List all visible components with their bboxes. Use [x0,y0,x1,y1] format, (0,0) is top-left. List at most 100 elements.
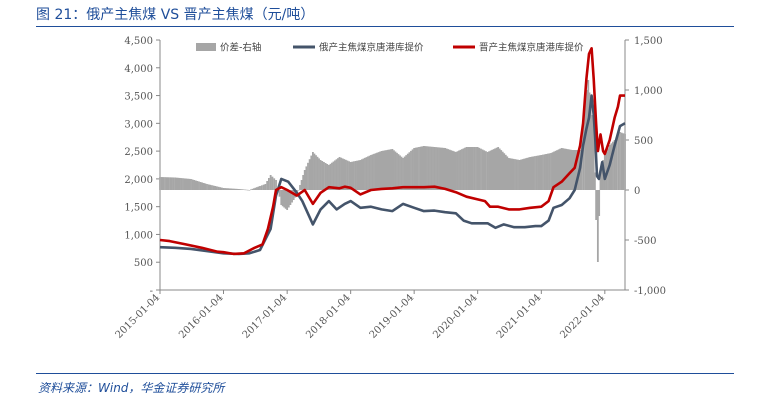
spread-bar [359,160,362,190]
spread-bar [259,186,261,190]
spread-bar [291,190,293,203]
spread-bar [251,188,254,190]
spread-bar [537,155,540,190]
left-tick-label: 500 [134,258,153,269]
spread-bar [264,184,267,190]
spread-bar [307,162,309,190]
spread-bar [588,92,591,190]
spread-bar [380,151,383,190]
spread-bar [518,160,521,190]
spread-bar [517,159,519,190]
spread-bar [349,162,352,190]
spread-bar [591,115,594,190]
spread-bar [510,158,513,190]
left-tick-label: 3,500 [124,92,153,103]
spread-bar [600,165,603,190]
spread-bar [568,149,571,190]
spread-bar [335,159,338,190]
spread-bar [287,190,290,208]
spread-bar [299,185,301,190]
right-tick-label: -1,000 [634,286,666,297]
spread-bar [393,150,395,190]
spread-bar [361,159,363,190]
spread-bar [271,176,274,190]
spread-bar [551,152,554,190]
spread-bar [512,158,515,190]
spread-bar [456,151,459,190]
left-tick-label: 3,000 [124,119,153,130]
spread-bar [326,164,329,190]
spread-bar [316,156,319,190]
spread-bar [206,184,208,190]
spread-bar [174,177,177,190]
spread-bar [332,161,335,190]
spread-bar [367,156,369,190]
legend-label: 晋产主焦煤京唐港库提价 [479,42,584,54]
spread-bar [219,187,222,190]
spread-bar [455,152,457,190]
spread-bar [286,190,289,210]
spread-bar [297,190,300,191]
spread-bar [438,147,440,190]
spread-bar [346,160,349,190]
spread-bar [427,146,430,190]
x-tick-label: 2015-01-04 [114,292,163,341]
spread-bar [465,147,468,190]
spread-bar [371,154,374,190]
spread-bar [498,148,501,190]
spread-bar [300,180,303,190]
spread-bar [315,155,317,190]
spread-bar [435,147,437,190]
spread-bar [370,155,372,190]
spread-bar [565,148,568,190]
spread-bar [374,153,377,190]
spread-bar [506,156,509,190]
spread-bar [408,152,411,190]
x-tick-label: 2018-01-04 [304,292,353,341]
spread-bar [201,182,204,190]
spread-bar [411,149,414,190]
spread-bar [527,157,530,190]
spread-bar [491,149,494,190]
spread-bar [550,153,552,190]
spread-bar [225,188,228,190]
spread-bar [334,160,336,190]
spread-bar [177,177,180,190]
spread-bar [227,188,229,190]
spread-bar [260,185,263,190]
spread-bar [488,151,490,190]
spread-bar [560,148,563,190]
right-tick-label: 1,500 [634,36,663,47]
spread-bar [587,80,590,190]
spread-bar [396,152,398,190]
spread-bar [548,153,551,190]
spread-bar [164,177,166,190]
spread-bar [447,149,450,190]
spread-bar [269,175,272,190]
spread-bar [243,189,246,191]
shanxi-coal-line [159,47,625,256]
spread-bar [160,177,163,190]
x-tick-label: 2017-01-04 [241,292,290,341]
spread-bar [509,158,512,190]
spread-bar [526,157,529,190]
spread-bar [389,149,392,190]
spread-bar [278,190,281,197]
spread-bar [421,146,424,190]
spread-bar [237,189,240,190]
spread-bar [254,187,257,190]
spread-bar [379,151,382,190]
spread-bar [515,159,518,190]
spread-bar [341,158,344,190]
spread-bar [430,146,433,190]
legend-label: 俄产主焦煤京唐港库提价 [319,42,424,54]
left-tick-label: - [150,286,153,297]
spread-bar [351,161,354,190]
spread-bar [523,158,526,190]
spread-bar [475,147,477,190]
spread-bar [451,150,454,190]
spread-bar [584,100,587,190]
spread-bar [464,147,466,190]
spread-bar [413,148,416,190]
spread-bar [397,154,400,190]
